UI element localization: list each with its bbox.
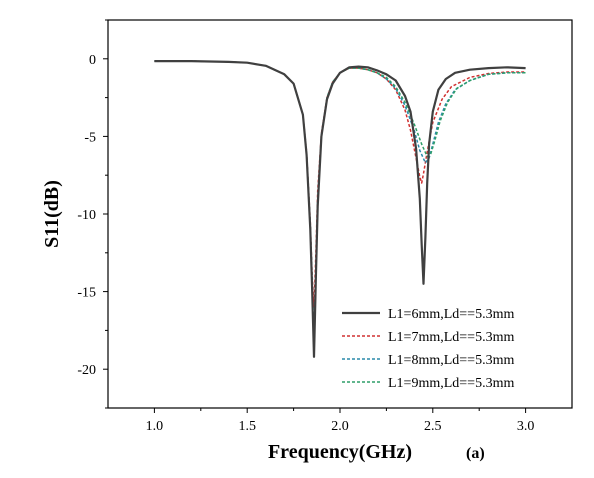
- x-tick-label: 3.0: [517, 419, 535, 434]
- series-line-3: [154, 60, 526, 339]
- series-line-2: [154, 60, 526, 308]
- y-tick-label: -20: [77, 363, 96, 378]
- x-tick-label: 1.5: [238, 419, 256, 434]
- legend-label: L1=7mm,Ld==5.3mm: [388, 330, 514, 345]
- x-tick-label: 2.0: [331, 419, 349, 434]
- y-tick-label: 0: [89, 53, 96, 68]
- legend-label: L1=8mm,Ld==5.3mm: [388, 353, 514, 368]
- x-tick-label: 1.0: [146, 419, 164, 434]
- y-tick-label: -15: [77, 286, 96, 301]
- y-tick-label: -10: [77, 208, 96, 223]
- y-tick-label: -5: [84, 130, 96, 145]
- legend-label: L1=6mm,Ld==5.3mm: [388, 307, 514, 322]
- axis-ticks: 1.0 1.5 2.0 2.5 3.0 0 -5 -10 -15 -20: [77, 19, 535, 434]
- x-axis-title: Frequency(GHz): [268, 441, 412, 463]
- x-tick-label: 2.5: [424, 419, 442, 434]
- panel-label: (a): [466, 445, 485, 462]
- legend-label: L1=9mm,Ld==5.3mm: [388, 376, 514, 391]
- plot-frame: [107, 19, 573, 409]
- legend: L1=6mm,Ld==5.3mm L1=7mm,Ld==5.3mm L1=8mm,L…: [342, 307, 514, 391]
- series-line-1: [154, 60, 526, 358]
- y-axis-title: S11(dB): [41, 180, 63, 248]
- series-line-4: [154, 60, 526, 347]
- series-layer: [154, 60, 526, 358]
